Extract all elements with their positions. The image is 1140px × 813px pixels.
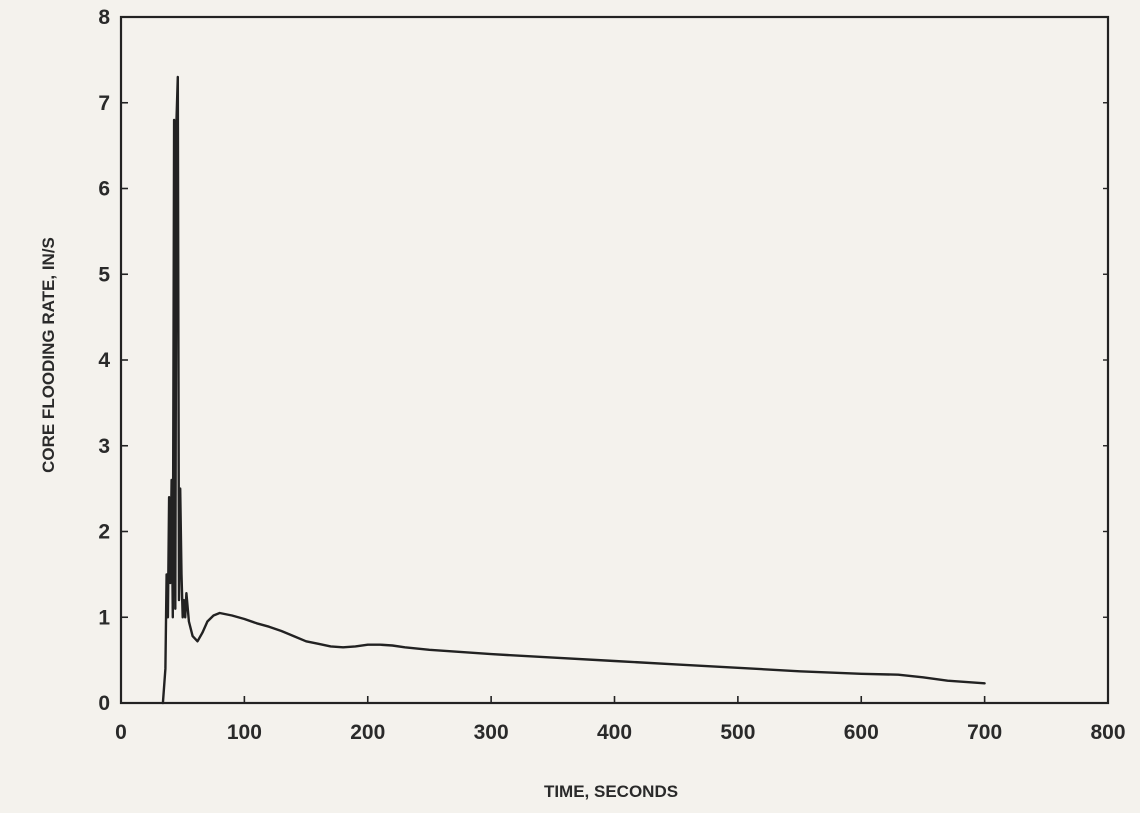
- y-tick-label: 1: [98, 606, 110, 629]
- tick-group: 0 100 200 300 400 500 600 700 800 0 1 2 3 4 5 6 7 8: [98, 6, 1125, 744]
- y-tick-label: 5: [98, 263, 110, 286]
- x-tick-label: 0: [115, 721, 127, 744]
- y-axis-title: CORE FLOODING RATE, IN/S: [39, 237, 58, 473]
- x-tick-label: 800: [1090, 721, 1125, 744]
- x-tick-label: 700: [967, 721, 1002, 744]
- y-tick-label: 7: [98, 92, 110, 115]
- plot-frame: [121, 17, 1108, 703]
- y-tick-label: 8: [98, 6, 110, 29]
- x-tick-label: 600: [844, 721, 879, 744]
- x-tick-label: 300: [474, 721, 509, 744]
- x-tick-label: 400: [597, 721, 632, 744]
- y-tick-label: 3: [98, 435, 110, 458]
- x-tick-label: 200: [350, 721, 385, 744]
- plot-frame-group: [121, 17, 1108, 703]
- series-line-group: [163, 77, 985, 703]
- series-line: [163, 77, 985, 703]
- y-tick-label: 6: [98, 178, 110, 201]
- x-axis-title: TIME, SECONDS: [544, 782, 678, 801]
- y-tick-label: 4: [98, 349, 110, 372]
- x-tick-label: 100: [227, 721, 262, 744]
- x-tick-label: 500: [720, 721, 755, 744]
- y-tick-label: 2: [98, 521, 110, 544]
- y-tick-label: 0: [98, 692, 110, 715]
